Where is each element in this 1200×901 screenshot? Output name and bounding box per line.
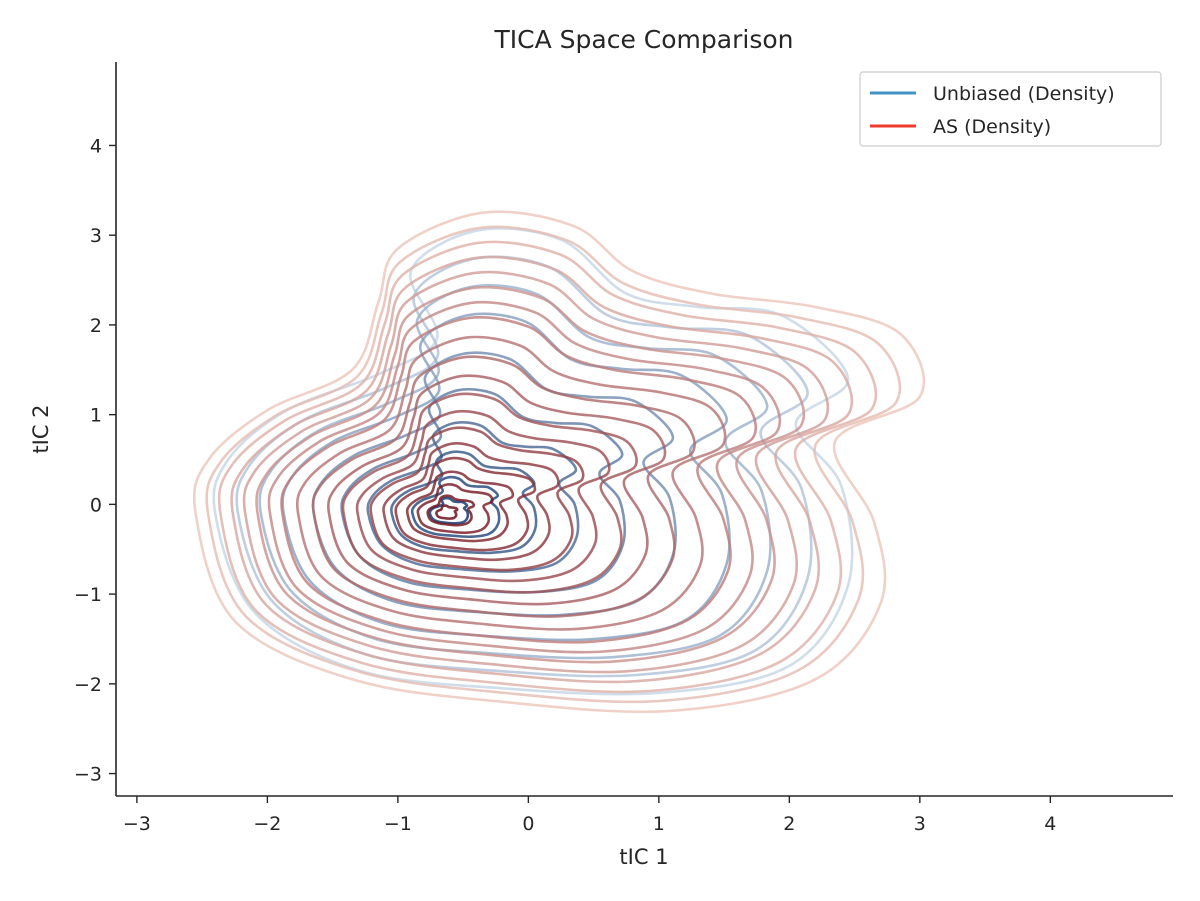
y-tick-label: 1 [90,405,102,427]
y-tick-label: 0 [90,494,102,516]
contour-level-1 [230,255,854,684]
chart-title: TICA Space Comparison [494,25,794,54]
x-tick-label: 2 [783,813,795,835]
x-tick-label: 1 [653,813,665,835]
contour-level-1 [426,494,476,527]
y-tick-label: −2 [74,674,102,696]
contour-level-1 [405,470,515,543]
contour-level-0 [212,227,854,696]
contour-level-1 [341,392,638,594]
y-tick-label: −3 [74,764,102,786]
contour-level-1 [369,426,585,572]
contour-level-1 [295,335,727,631]
y-axis-ticks: −3 −2 −1 0 1 2 3 4 [74,135,116,786]
contour-level-0 [428,496,470,525]
contour-level-1 [280,316,757,644]
y-tick-label: 4 [90,135,102,157]
contour-level-1 [192,210,926,714]
x-axis-ticks: −3 −2 −1 0 1 2 3 4 [123,796,1056,835]
contour-level-0 [366,421,580,573]
contour-layer [192,210,926,714]
x-tick-label: 3 [914,813,926,835]
x-tick-label: 0 [522,813,534,835]
contour-level-0 [258,284,772,660]
contour-level-0 [235,255,813,678]
contour-level-1 [394,456,537,552]
x-tick-label: −1 [384,813,412,835]
legend-label-unbiased: Unbiased (Density) [933,83,1115,105]
contour-level-1 [326,374,667,606]
y-axis-label: tIC 2 [29,404,53,453]
contour-level-1 [217,240,878,694]
y-tick-label: 2 [90,315,102,337]
x-tick-label: 4 [1044,813,1056,835]
contour-level-1 [267,300,782,654]
contour-level-1 [382,442,560,562]
contour-level-1 [355,409,611,583]
contour-level-1 [242,270,830,674]
x-axis-label: tIC 1 [619,845,668,869]
contour-level-1 [435,504,459,520]
y-tick-label: −1 [74,584,102,606]
contour-level-1 [255,285,806,664]
legend-frame [859,71,1162,147]
y-tick-label: 3 [90,225,102,247]
x-tick-label: −3 [123,813,151,835]
contour-level-1 [416,483,494,535]
legend-label-as: AS (Density) [933,116,1051,138]
contour-level-1 [205,225,902,704]
contour-level-1 [311,355,696,618]
x-tick-label: −2 [253,813,281,835]
legend: Unbiased (Density) AS (Density) [859,71,1162,147]
